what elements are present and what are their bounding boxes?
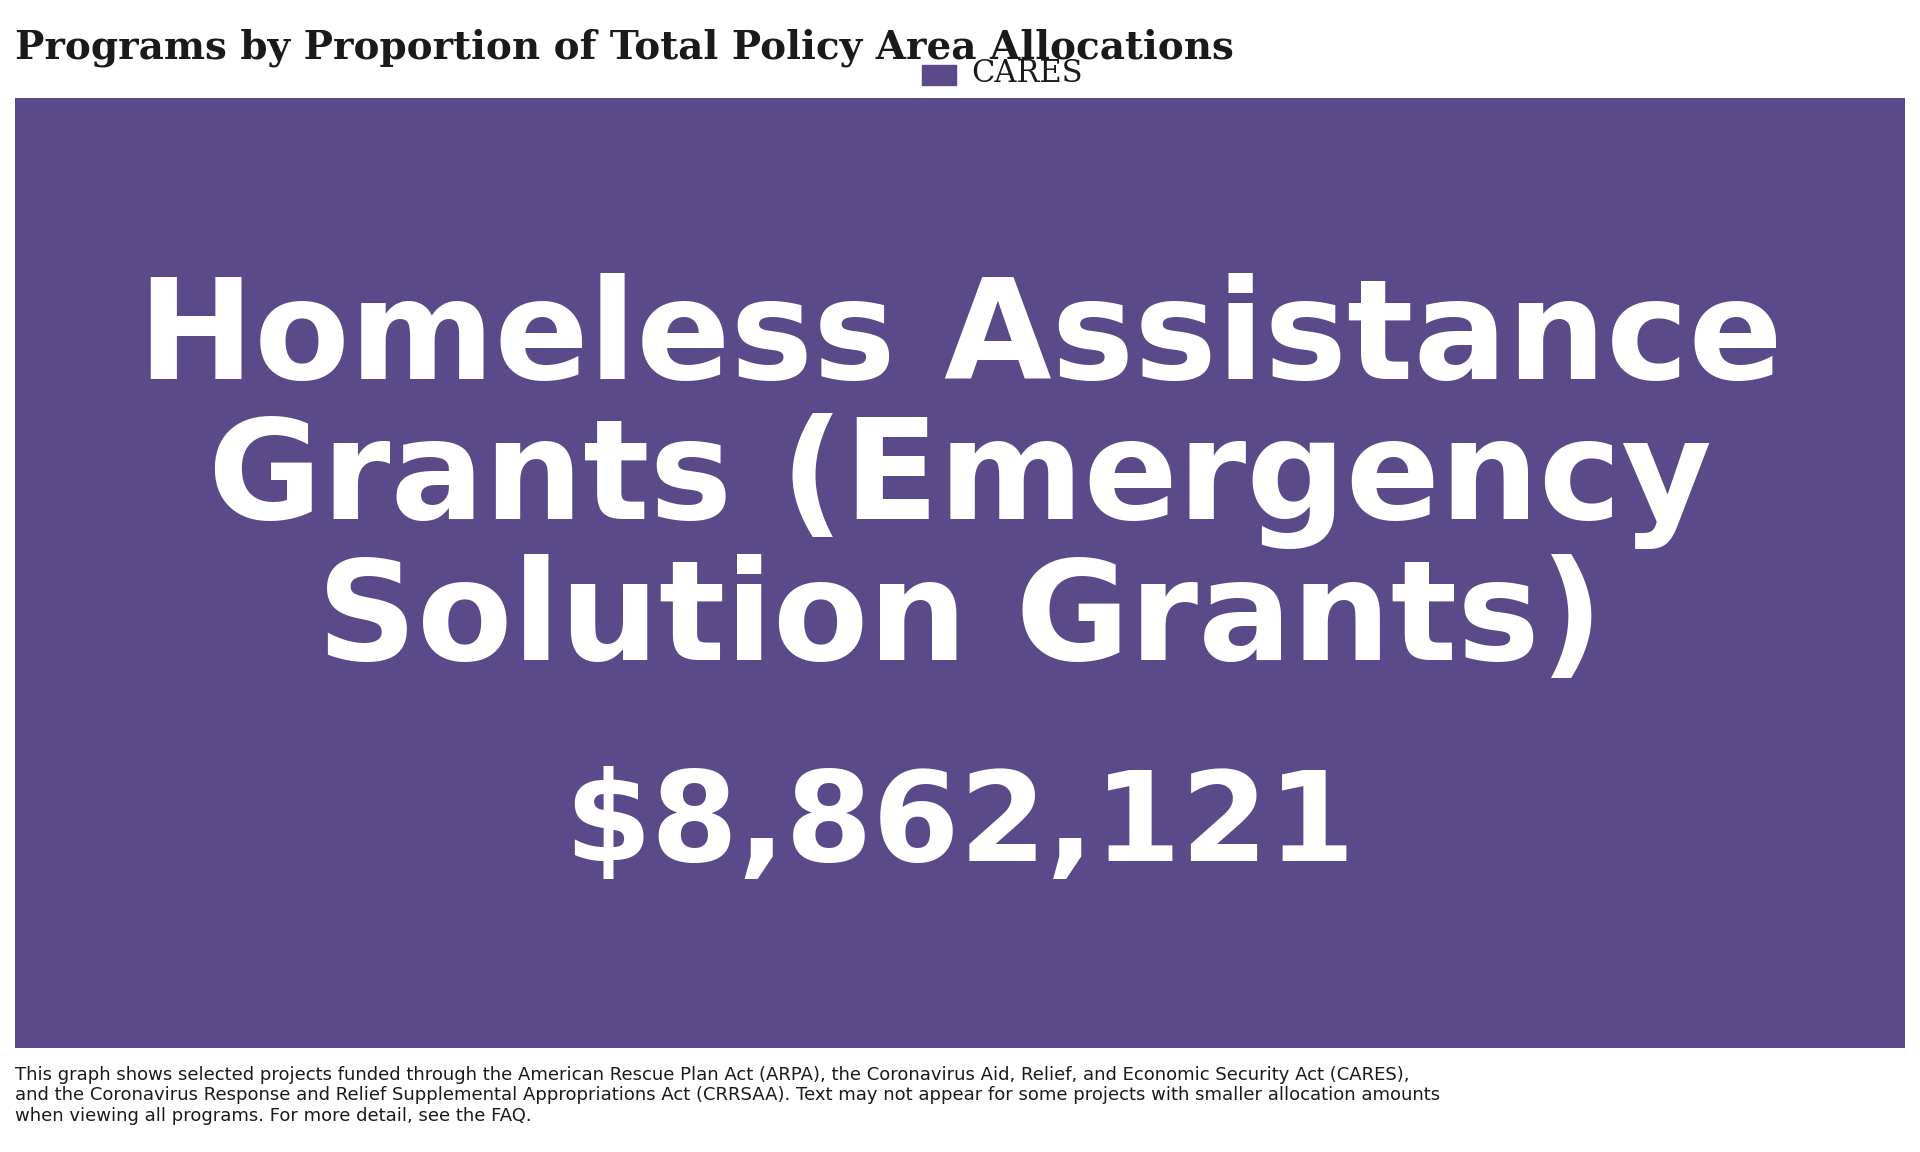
- Text: This graph shows selected projects funded through the American Rescue Plan Act (: This graph shows selected projects funde…: [15, 1066, 1440, 1126]
- Text: Homeless Assistance
Grants (Emergency
Solution Grants): Homeless Assistance Grants (Emergency So…: [138, 273, 1782, 689]
- Text: CARES: CARES: [972, 59, 1083, 89]
- Text: $8,862,121: $8,862,121: [564, 766, 1356, 887]
- Text: Programs by Proportion of Total Policy Area Allocations: Programs by Proportion of Total Policy A…: [15, 29, 1235, 67]
